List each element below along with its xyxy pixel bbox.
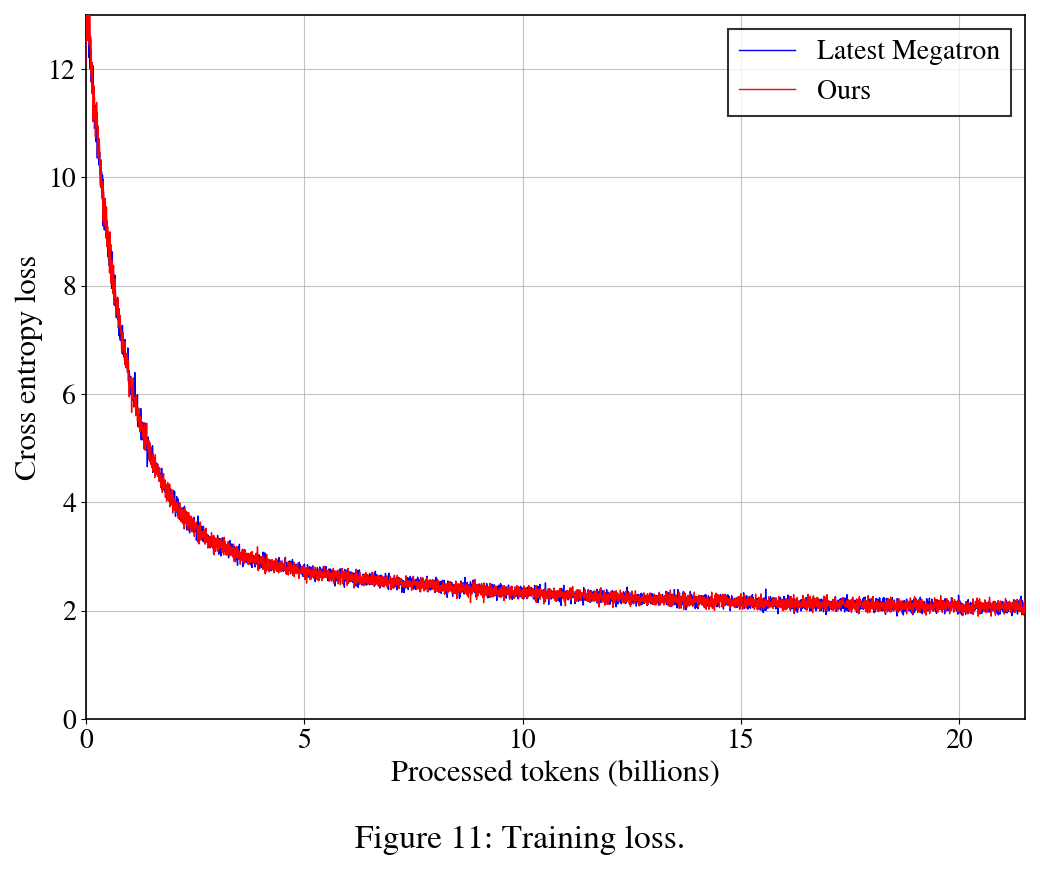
Latest Megatron xyxy=(943,602,956,612)
Ours xyxy=(972,611,985,622)
Latest Megatron xyxy=(482,582,494,593)
Ours xyxy=(943,609,956,619)
Latest Megatron xyxy=(80,58,93,69)
Latest Megatron xyxy=(1019,601,1032,611)
Line: Latest Megatron: Latest Megatron xyxy=(86,15,1025,616)
Ours xyxy=(1019,603,1032,614)
Y-axis label: Cross entropy loss: Cross entropy loss xyxy=(15,255,43,480)
Line: Ours: Ours xyxy=(86,15,1025,617)
Latest Megatron xyxy=(526,589,539,600)
Ours xyxy=(762,596,775,606)
Latest Megatron xyxy=(891,610,904,621)
Latest Megatron xyxy=(474,584,487,595)
Legend: Latest Megatron, Ours: Latest Megatron, Ours xyxy=(728,29,1011,116)
Ours xyxy=(80,10,93,20)
X-axis label: Processed tokens (billions): Processed tokens (billions) xyxy=(391,760,720,787)
Text: Figure 11: Training loss.: Figure 11: Training loss. xyxy=(355,825,685,855)
Ours xyxy=(526,588,539,598)
Ours xyxy=(482,582,494,592)
Latest Megatron xyxy=(762,599,775,610)
Ours xyxy=(80,58,93,69)
Latest Megatron xyxy=(80,10,93,20)
Latest Megatron xyxy=(990,607,1003,617)
Ours xyxy=(990,601,1003,611)
Ours xyxy=(474,581,487,591)
